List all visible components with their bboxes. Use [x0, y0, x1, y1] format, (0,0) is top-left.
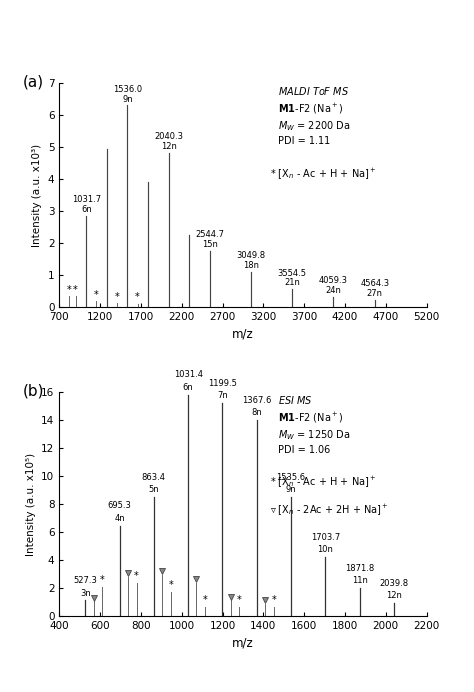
- Text: 9n: 9n: [286, 485, 296, 494]
- Text: *: *: [67, 285, 72, 295]
- Text: 6n: 6n: [183, 383, 193, 392]
- Text: 863.4: 863.4: [142, 473, 166, 482]
- Text: * [X$_n$ - Ac + H + Na]$^+$: * [X$_n$ - Ac + H + Na]$^+$: [271, 166, 377, 181]
- Text: 7n: 7n: [217, 392, 228, 401]
- Text: 18n: 18n: [243, 261, 259, 270]
- Text: 1031.4: 1031.4: [173, 370, 202, 379]
- Text: 2039.8: 2039.8: [379, 579, 409, 588]
- Text: $\triangledown$ [X$_n$ - 2Ac + 2H + Na]$^+$: $\triangledown$ [X$_n$ - 2Ac + 2H + Na]$…: [271, 502, 389, 517]
- Text: 4n: 4n: [114, 514, 125, 523]
- Text: *: *: [94, 290, 99, 300]
- Text: 695.3: 695.3: [108, 501, 131, 510]
- Text: $\it{ESI\ MS}$: $\it{ESI\ MS}$: [278, 394, 312, 406]
- Text: 2040.3: 2040.3: [154, 132, 183, 141]
- Y-axis label: Intensity (a.u. x10³): Intensity (a.u. x10³): [32, 143, 42, 246]
- Text: 1535.6: 1535.6: [276, 473, 306, 482]
- Text: *: *: [134, 571, 139, 581]
- Text: 3049.8: 3049.8: [237, 251, 265, 260]
- Text: PDI = 1.11: PDI = 1.11: [278, 136, 330, 145]
- Text: *: *: [114, 292, 119, 302]
- Text: (b): (b): [22, 383, 44, 398]
- Text: 5n: 5n: [148, 485, 159, 494]
- Text: 12n: 12n: [161, 142, 177, 151]
- Text: 24n: 24n: [326, 286, 341, 295]
- Text: * [X$_n$ - Ac + H + Na]$^+$: * [X$_n$ - Ac + H + Na]$^+$: [271, 474, 377, 489]
- Text: $\mathbf{M1}$-F2 (Na$^+$): $\mathbf{M1}$-F2 (Na$^+$): [278, 102, 344, 116]
- Text: *: *: [237, 594, 242, 605]
- Text: 1536.0: 1536.0: [113, 85, 142, 94]
- Text: 527.3: 527.3: [73, 576, 97, 585]
- Text: 10n: 10n: [318, 545, 333, 554]
- Text: 12n: 12n: [386, 592, 402, 601]
- Text: *: *: [100, 575, 105, 585]
- Text: 3554.5: 3554.5: [278, 268, 307, 277]
- Text: *: *: [272, 594, 276, 605]
- X-axis label: m/z: m/z: [232, 637, 254, 649]
- Text: 6n: 6n: [81, 205, 91, 214]
- Text: $\it{MALDI\ ToF\ MS}$: $\it{MALDI\ ToF\ MS}$: [278, 85, 349, 98]
- Text: 1871.8: 1871.8: [345, 563, 374, 572]
- Text: 1703.7: 1703.7: [310, 533, 340, 542]
- Text: 1199.5: 1199.5: [208, 379, 237, 388]
- Text: 21n: 21n: [284, 278, 300, 287]
- Text: (a): (a): [22, 74, 44, 89]
- Text: 1367.6: 1367.6: [242, 396, 272, 405]
- Text: 1031.7: 1031.7: [72, 195, 101, 204]
- Text: $\mathbf{M1}$-F2 (Na$^+$): $\mathbf{M1}$-F2 (Na$^+$): [278, 411, 344, 425]
- Text: 9n: 9n: [122, 95, 133, 104]
- Text: 4564.3: 4564.3: [360, 280, 389, 289]
- Y-axis label: Intensity (a.u. x10⁵): Intensity (a.u. x10⁵): [26, 453, 36, 556]
- Text: $M_W$ = 2200 Da: $M_W$ = 2200 Da: [278, 119, 350, 133]
- X-axis label: m/z: m/z: [232, 327, 254, 340]
- Text: 4059.3: 4059.3: [319, 276, 348, 285]
- Text: *: *: [203, 594, 208, 605]
- Text: *: *: [168, 580, 173, 590]
- Text: *: *: [73, 285, 78, 295]
- Text: 11n: 11n: [352, 576, 367, 585]
- Text: 2544.7: 2544.7: [195, 230, 224, 239]
- Text: 15n: 15n: [202, 240, 218, 249]
- Text: $M_W$ = 1250 Da: $M_W$ = 1250 Da: [278, 428, 350, 441]
- Text: 27n: 27n: [367, 289, 383, 298]
- Text: 8n: 8n: [251, 408, 262, 417]
- Text: 3n: 3n: [80, 589, 91, 598]
- Text: PDI = 1.06: PDI = 1.06: [278, 445, 330, 455]
- Text: *: *: [135, 293, 140, 302]
